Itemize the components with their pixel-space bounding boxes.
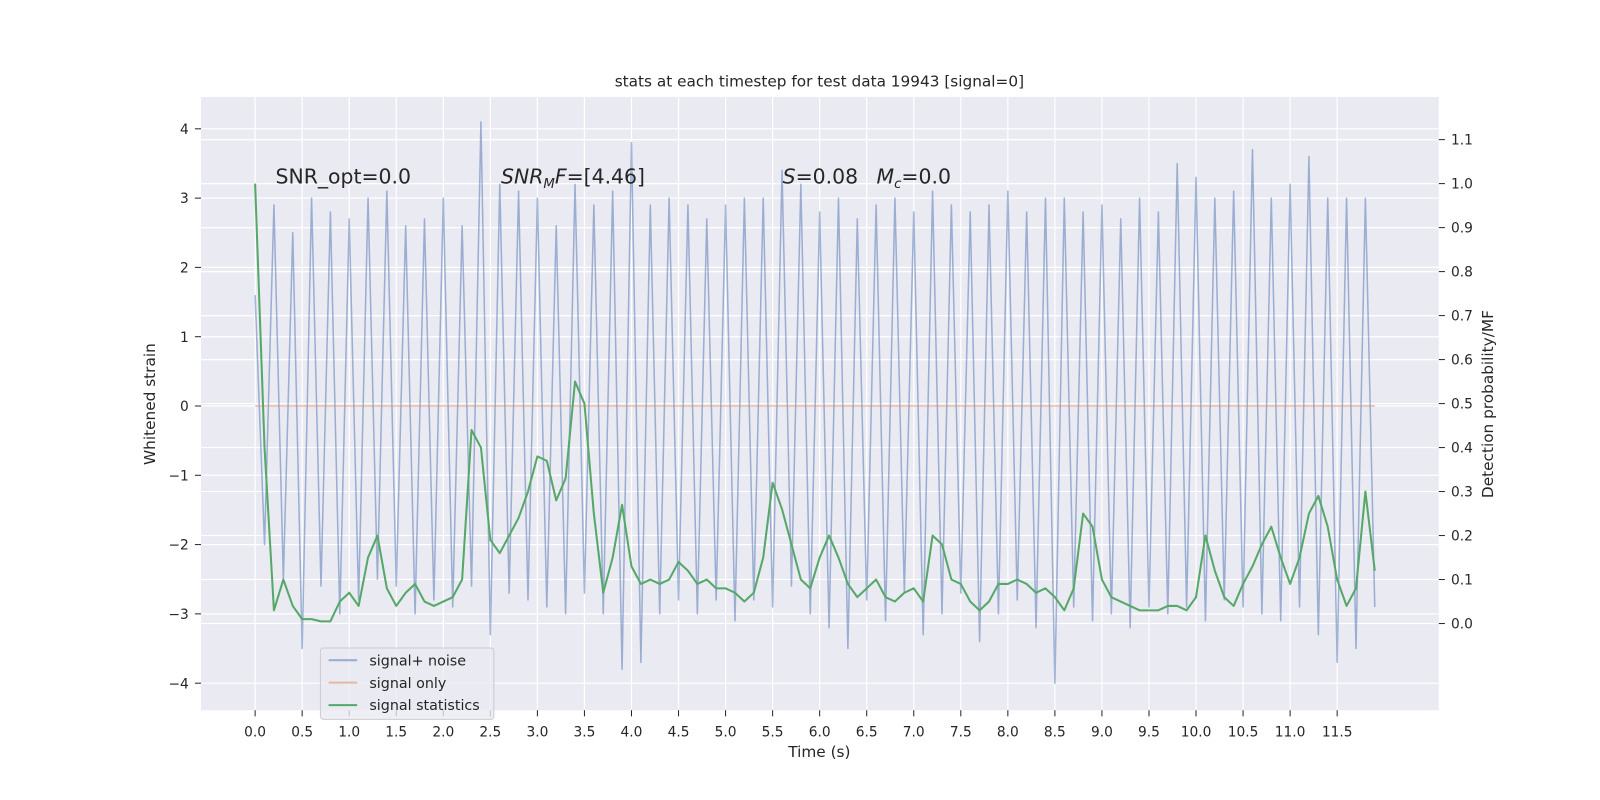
y2-tick-label: 1.1	[1451, 133, 1473, 149]
labels: 0.0 0.5 1.0 1.5 2.0 2.5 3.0 3.5 4.0 4.5 5.0 5.5 6.0 6…	[168, 122, 1472, 741]
x-tick-label: 5.5	[762, 725, 784, 741]
x-tick-label: 2.5	[479, 725, 501, 741]
legend-box	[319, 647, 495, 720]
x-tick-label: 1.5	[385, 725, 407, 741]
annotation-part: F	[555, 165, 567, 189]
annotation: Mc=0.0	[877, 165, 951, 192]
x-tick-label: 3.0	[526, 725, 548, 741]
x-tick-label: 2.0	[432, 725, 454, 741]
annotation-part: =0.08	[796, 165, 859, 189]
annotation-part: M	[543, 177, 555, 192]
y-tick-label: 4	[180, 122, 189, 138]
chart-title: stats at each timestep for test data 199…	[615, 73, 1024, 91]
y-tick-label: 1	[180, 330, 189, 346]
x-tick-label: 10.0	[1181, 725, 1212, 741]
y2-tick-label: 0.0	[1451, 617, 1473, 633]
annotation-part: =0.0	[901, 165, 951, 189]
y2-tick-label: 0.4	[1451, 441, 1473, 457]
legend-label: signal+ noise	[369, 653, 466, 669]
x-tick-label: 8.5	[1044, 725, 1066, 741]
annotation-part: =[4.46]	[567, 165, 645, 189]
x-tick-label: 4.5	[668, 725, 690, 741]
annotation: S=0.08	[783, 165, 858, 189]
x-tick-label: 11.0	[1275, 725, 1306, 741]
x-tick-label: 0.0	[244, 725, 266, 741]
y2-tick-label: 0.1	[1451, 573, 1473, 589]
legend-label: signal statistics	[369, 698, 479, 714]
y-tick-label: 3	[180, 191, 189, 207]
x-tick-label: 7.0	[903, 725, 925, 741]
annotation: SNR_opt=0.0	[276, 165, 412, 190]
annotation-part: SNR_opt=0.0	[276, 165, 412, 190]
x-tick-label: 4.0	[621, 725, 643, 741]
y2-tick-label: 0.3	[1451, 485, 1473, 501]
series-line	[254, 183, 1376, 623]
annotation-part: M	[877, 165, 895, 189]
x-tick-label: 11.5	[1322, 725, 1353, 741]
x-tick-label: 0.5	[291, 725, 313, 741]
y2-tick-label: 0.7	[1451, 309, 1473, 325]
y2-tick-label: 0.2	[1451, 529, 1473, 545]
x-tick-label: 10.5	[1228, 725, 1259, 741]
annotation: SNRMF=[4.46]	[501, 165, 645, 192]
y-tick-label: 2	[180, 261, 189, 277]
annotation-part: SNR	[501, 165, 543, 189]
y-tick-label: −3	[168, 607, 188, 623]
x-tick-label: 7.5	[950, 725, 972, 741]
x-tick-label: 1.0	[338, 725, 360, 741]
series-line	[254, 121, 1376, 684]
y2-tick-label: 0.6	[1451, 353, 1473, 369]
x-tick-label: 6.0	[809, 725, 831, 741]
y2-tick-label: 1.0	[1451, 177, 1473, 193]
annotation-part: c	[894, 177, 902, 192]
x-axis-label: Time (s)	[787, 743, 850, 761]
y2-tick-label: 0.5	[1451, 397, 1473, 413]
x-tick-label: 9.5	[1138, 725, 1160, 741]
x-tick-label: 8.0	[997, 725, 1019, 741]
x-tick-label: 5.0	[715, 725, 737, 741]
y-axis-label: Whitened strain	[141, 343, 159, 465]
y-tick-label: −1	[168, 468, 188, 484]
annotation-part: S	[783, 165, 796, 189]
y2-tick-label: 0.9	[1451, 221, 1473, 237]
y-tick-label: −2	[168, 538, 188, 554]
x-tick-label: 3.5	[573, 725, 595, 741]
y-tick-label: −4	[168, 676, 188, 692]
marks	[254, 121, 1376, 684]
legend: signal+ noise signal only signal statistic…	[319, 647, 495, 720]
legend-label: signal only	[369, 676, 446, 692]
x-tick-label: 6.5	[856, 725, 878, 741]
y2-axis-label: Detection probability/MF	[1479, 310, 1497, 498]
y2-tick-label: 0.8	[1451, 265, 1473, 281]
y-tick-label: 0	[180, 399, 189, 415]
x-tick-label: 9.0	[1091, 725, 1113, 741]
